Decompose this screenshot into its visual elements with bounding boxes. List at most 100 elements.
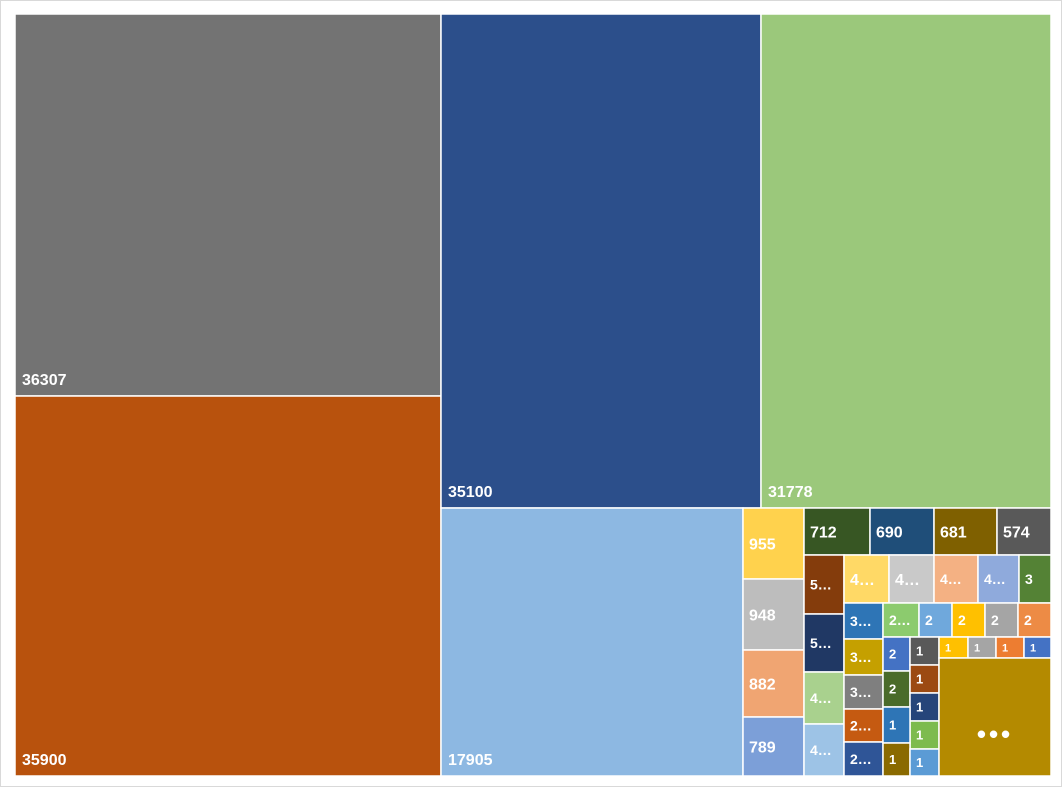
treemap-tile-label: 1: [889, 752, 896, 767]
treemap-tile-label: 2: [889, 647, 896, 662]
treemap-tile: 2: [882, 636, 911, 672]
treemap-tile-rect: [1018, 554, 1052, 604]
treemap-tile: 3…: [843, 602, 884, 640]
treemap-tile-rect: [882, 636, 911, 672]
treemap-tile-label: 789: [749, 739, 776, 756]
treemap-tile-rect: [984, 602, 1019, 638]
treemap-tile-label: 1: [916, 755, 923, 770]
treemap-tile-rect: [977, 554, 1020, 604]
treemap-tile-label: 2: [991, 612, 999, 628]
treemap-tile-label: 3…: [850, 613, 872, 629]
treemap-tile: 3…: [843, 638, 884, 676]
treemap-tile-rect: [1023, 636, 1052, 659]
treemap-tile-rect: [938, 636, 969, 659]
treemap-tile-rect: [843, 674, 884, 710]
treemap-tile-label: 35100: [448, 484, 493, 501]
treemap-tile-rect: [869, 507, 935, 556]
treemap-tile: 4…: [843, 554, 890, 604]
treemap-tile: 17905: [440, 507, 744, 777]
treemap-tile: 1: [909, 636, 940, 666]
treemap-tile-label: 955: [749, 536, 776, 553]
treemap-tile: 712: [803, 507, 871, 556]
treemap-tile-label: 2…: [850, 718, 872, 734]
treemap-tile: 690: [869, 507, 935, 556]
treemap-tile: 4…: [803, 723, 845, 777]
treemap-tile-rect: [1017, 602, 1052, 638]
treemap-tile: 2: [882, 670, 911, 708]
treemap-tile-label: 4…: [895, 572, 920, 589]
treemap-tile: 1: [882, 742, 911, 777]
treemap-tile-label: 4…: [984, 571, 1006, 587]
treemap-tile-rect: [742, 507, 805, 580]
treemap-tile-label: 36307: [22, 372, 67, 389]
treemap-tile: 882: [742, 649, 805, 718]
treemap-tile-rect: [951, 602, 986, 638]
treemap-tile-rect: [909, 692, 940, 722]
treemap-tile: 4…: [977, 554, 1020, 604]
treemap-tile: 35100: [440, 13, 762, 509]
treemap-tile: 1: [995, 636, 1025, 659]
treemap-tile-label: 1: [945, 642, 951, 654]
treemap-tile: 574: [996, 507, 1052, 556]
treemap-tile: 1: [1023, 636, 1052, 659]
treemap-tile: 2: [918, 602, 953, 638]
treemap-tile-label: 2: [958, 612, 966, 628]
treemap-tile-rect: [882, 602, 920, 638]
treemap-tile-label: 4…: [810, 690, 832, 706]
treemap-tile-label: 1: [916, 644, 923, 659]
treemap-tile-label: 3…: [850, 649, 872, 665]
treemap-tile-rect: [440, 13, 762, 509]
treemap-tile-label: 3…: [850, 684, 872, 700]
treemap-tile-rect: [882, 670, 911, 708]
treemap-tile: 681: [933, 507, 998, 556]
treemap-tile: 4…: [888, 554, 935, 604]
treemap-tile-label: 2: [925, 612, 933, 628]
treemap-tile-rect: [843, 602, 884, 640]
treemap-tile-label: 1: [1002, 642, 1008, 654]
treemap-tile-label: 690: [876, 524, 903, 541]
treemap-tile: 36307: [14, 13, 442, 397]
treemap-tile: 1: [909, 692, 940, 722]
treemap-tile-label: 882: [749, 676, 776, 693]
treemap-tile-rect: [909, 636, 940, 666]
treemap-tile: 4…: [933, 554, 979, 604]
treemap-tile-label: 2…: [850, 751, 872, 767]
treemap-tile-label: 2…: [889, 612, 911, 628]
treemap-tile-label: 574: [1003, 524, 1030, 541]
treemap-tile-label: 2: [889, 682, 896, 697]
treemap-tile: 2: [984, 602, 1019, 638]
treemap-tile-label: 1: [916, 728, 923, 743]
treemap-tile-rect: [440, 507, 744, 777]
treemap-tile-rect: [14, 395, 442, 777]
treemap-tile-label: 4…: [850, 572, 875, 589]
treemap-tile: 948: [742, 578, 805, 651]
treemap-tile-label: 35900: [22, 752, 67, 769]
treemap-tile-rect: [996, 507, 1052, 556]
treemap-tile-rect: [918, 602, 953, 638]
treemap-tile-rect: [803, 723, 845, 777]
treemap-tile-label: 948: [749, 607, 776, 624]
treemap-tile: 5…: [803, 554, 845, 615]
treemap-tile-rect: [967, 636, 997, 659]
treemap-tile-label: 5…: [810, 635, 832, 651]
treemap-tile-label: 2: [1024, 612, 1032, 628]
treemap-tile-label: 712: [810, 524, 837, 541]
treemap-tile-rect: [14, 13, 442, 397]
treemap-tile-rect: [909, 720, 940, 750]
treemap-tile: 3: [1018, 554, 1052, 604]
treemap-tile-rect: [888, 554, 935, 604]
treemap-tile-label: 5…: [810, 577, 832, 593]
treemap-tile: 2…: [882, 602, 920, 638]
treemap-tile-rect: [803, 613, 845, 673]
treemap-tile: 1: [967, 636, 997, 659]
treemap-tile-rect: [882, 706, 911, 744]
treemap-tile-rect: [909, 664, 940, 694]
treemap-tile-label: 31778: [768, 484, 813, 501]
treemap-tile: 2: [1017, 602, 1052, 638]
treemap-tile-label: 681: [940, 524, 967, 541]
treemap-tile: 789: [742, 716, 805, 777]
treemap-tile-label: 1: [1030, 642, 1036, 654]
treemap-tile: 31778: [760, 13, 1052, 509]
